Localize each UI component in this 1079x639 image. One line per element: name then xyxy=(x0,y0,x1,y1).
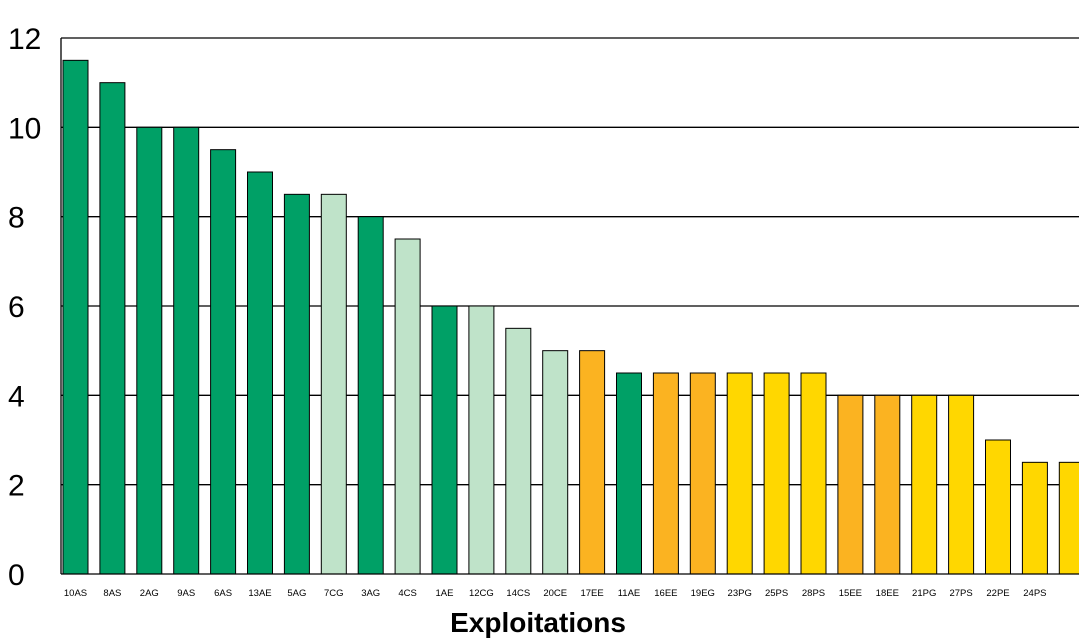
bar xyxy=(173,126,200,575)
bar xyxy=(874,394,901,575)
x-tick-label: 1AE xyxy=(436,588,454,599)
x-tick-label: 24PS xyxy=(1023,588,1046,599)
bar xyxy=(800,372,827,575)
bar xyxy=(357,216,384,575)
x-tick-label: 14CS xyxy=(506,588,530,599)
bar xyxy=(394,238,421,575)
x-tick-label: 15EE xyxy=(839,588,862,599)
x-tick-label: 4CS xyxy=(398,588,416,599)
bar xyxy=(837,394,864,575)
bar xyxy=(579,350,606,575)
x-tick-label: 13AE xyxy=(248,588,271,599)
x-tick-label: 6AS xyxy=(214,588,232,599)
x-tick-label: 11AE xyxy=(618,588,641,599)
y-tick-label: 4 xyxy=(8,380,25,413)
y-tick-label: 10 xyxy=(8,112,41,145)
bar xyxy=(1021,461,1048,575)
x-tick-label: 9AS xyxy=(177,588,195,599)
bar xyxy=(505,327,532,575)
x-tick-label: 28PS xyxy=(802,588,825,599)
x-tick-label: 27PS xyxy=(949,588,972,599)
x-tick-label: 3AG xyxy=(361,588,380,599)
bar xyxy=(247,171,273,575)
x-axis-ticks: 10AS 8AS 2AG 9AS 6AS 13AE 5AG 7CG 3AG 4CS 1AE 12CG 1… xyxy=(64,588,1047,599)
bar xyxy=(62,59,89,575)
x-tick-label: 25PS xyxy=(765,588,788,599)
x-tick-label: 12CG xyxy=(469,588,494,599)
bar xyxy=(320,193,347,575)
bar xyxy=(468,305,495,575)
bar xyxy=(99,82,126,575)
x-tick-label: 19EG xyxy=(691,588,715,599)
bar xyxy=(763,372,790,575)
x-tick-label: 22PE xyxy=(986,588,1009,599)
x-tick-label: 21PG xyxy=(912,588,936,599)
bars xyxy=(62,59,1079,575)
bar xyxy=(911,394,938,575)
x-tick-label: 18EE xyxy=(876,588,899,599)
x-tick-label: 8AS xyxy=(103,588,121,599)
bar xyxy=(431,305,458,575)
bar xyxy=(652,372,679,575)
bar xyxy=(689,372,716,575)
x-tick-label: 10AS xyxy=(64,588,87,599)
x-tick-label: 23PG xyxy=(728,588,752,599)
y-tick-label: 0 xyxy=(8,559,25,592)
y-tick-label: 2 xyxy=(8,470,25,503)
x-tick-label: 17EE xyxy=(580,588,603,599)
x-tick-label: 16EE xyxy=(654,588,677,599)
x-axis-label: Exploitations xyxy=(450,607,626,638)
x-tick-label: 20CE xyxy=(543,588,567,599)
x-tick-label: 7CG xyxy=(324,588,344,599)
x-tick-label: 5AG xyxy=(287,588,306,599)
y-tick-label: 8 xyxy=(8,202,25,235)
y-tick-label: 12 xyxy=(8,23,41,56)
x-tick-label: 2AG xyxy=(140,588,159,599)
bar xyxy=(985,439,1011,575)
bar xyxy=(1058,461,1079,575)
bar xyxy=(542,350,569,575)
bar xyxy=(283,193,310,575)
y-tick-label: 6 xyxy=(8,291,25,324)
bar xyxy=(948,394,975,575)
bar xyxy=(616,372,642,575)
y-axis-ticks: 0 2 4 6 8 10 12 xyxy=(8,23,41,592)
bar xyxy=(726,372,753,575)
bar xyxy=(210,149,237,575)
bar xyxy=(136,126,163,575)
